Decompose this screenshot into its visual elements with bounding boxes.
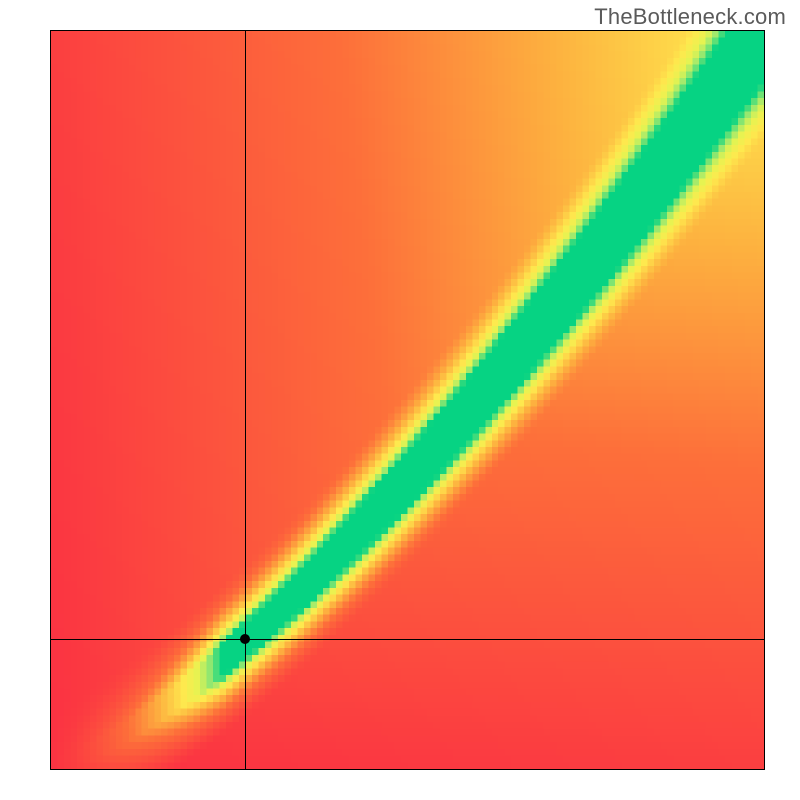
- figure-container: TheBottleneck.com: [0, 0, 800, 800]
- watermark-text: TheBottleneck.com: [594, 4, 786, 30]
- heatmap-canvas: [51, 31, 764, 769]
- crosshair-horizontal: [51, 639, 764, 640]
- heatmap-plot: [50, 30, 765, 770]
- crosshair-vertical: [245, 31, 246, 769]
